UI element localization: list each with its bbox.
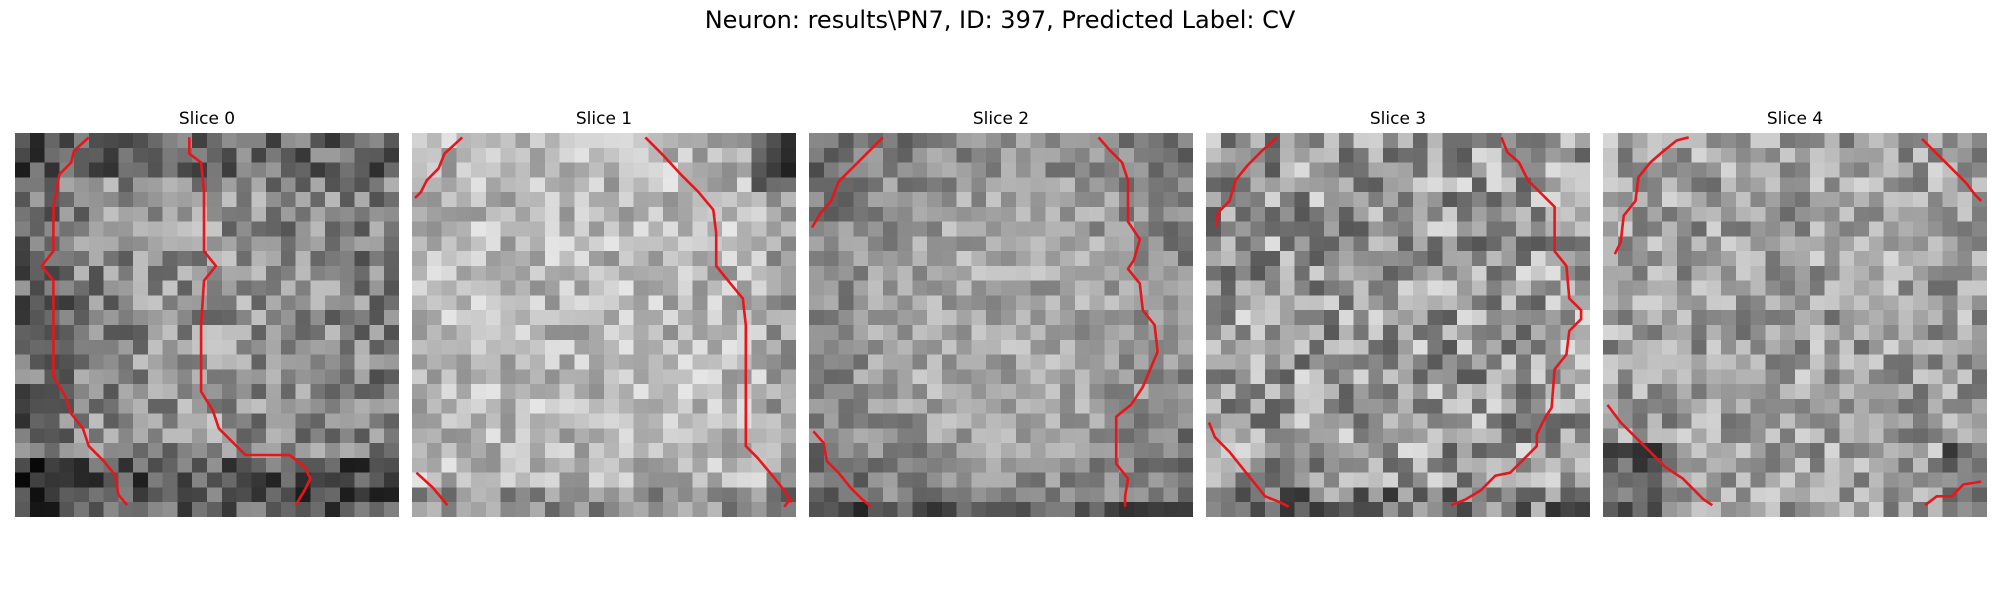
pixel-grid — [1206, 133, 1590, 517]
slice-title: Slice 1 — [575, 109, 633, 129]
slice-panel-4: Slice 4 — [1603, 107, 1987, 517]
contour-line — [1924, 480, 1982, 507]
slice-image — [1603, 133, 1987, 517]
contour-line — [40, 136, 129, 507]
figure-title: Neuron: results\PN7, ID: 397, Predicted … — [704, 6, 1296, 34]
slice-image — [15, 133, 399, 517]
contour-line — [644, 136, 793, 503]
slice-panel-3: Slice 3 — [1206, 107, 1590, 517]
slice-panel-1: Slice 1 — [412, 107, 796, 517]
slice-image — [1206, 133, 1590, 517]
pixel-grid — [1603, 133, 1987, 517]
slice-image — [412, 133, 796, 517]
contour-line — [1606, 404, 1714, 507]
contour-line — [1207, 422, 1290, 508]
slice-title: Slice 3 — [1369, 109, 1427, 129]
contour-line — [188, 137, 312, 506]
pixel-grid — [412, 133, 796, 517]
contour-line — [1097, 136, 1159, 507]
slice-panel-2: Slice 2 — [809, 107, 1193, 517]
contour-line — [1613, 136, 1690, 255]
pixel-grid — [809, 133, 1193, 517]
contour-line — [1450, 136, 1583, 507]
contour-line — [810, 136, 884, 229]
contour-line — [1921, 137, 1983, 202]
slice-title: Slice 2 — [972, 109, 1030, 129]
slice-panel-0: Slice 0 — [15, 107, 399, 517]
contour-line — [414, 136, 464, 199]
contour-line — [415, 471, 449, 507]
contour-line — [783, 498, 792, 508]
slice-title: Slice 4 — [1766, 109, 1824, 129]
contour-line — [1215, 136, 1278, 228]
pixel-grid — [15, 133, 399, 517]
slice-image — [809, 133, 1193, 517]
contour-line — [812, 430, 872, 508]
slice-title: Slice 0 — [178, 109, 236, 129]
